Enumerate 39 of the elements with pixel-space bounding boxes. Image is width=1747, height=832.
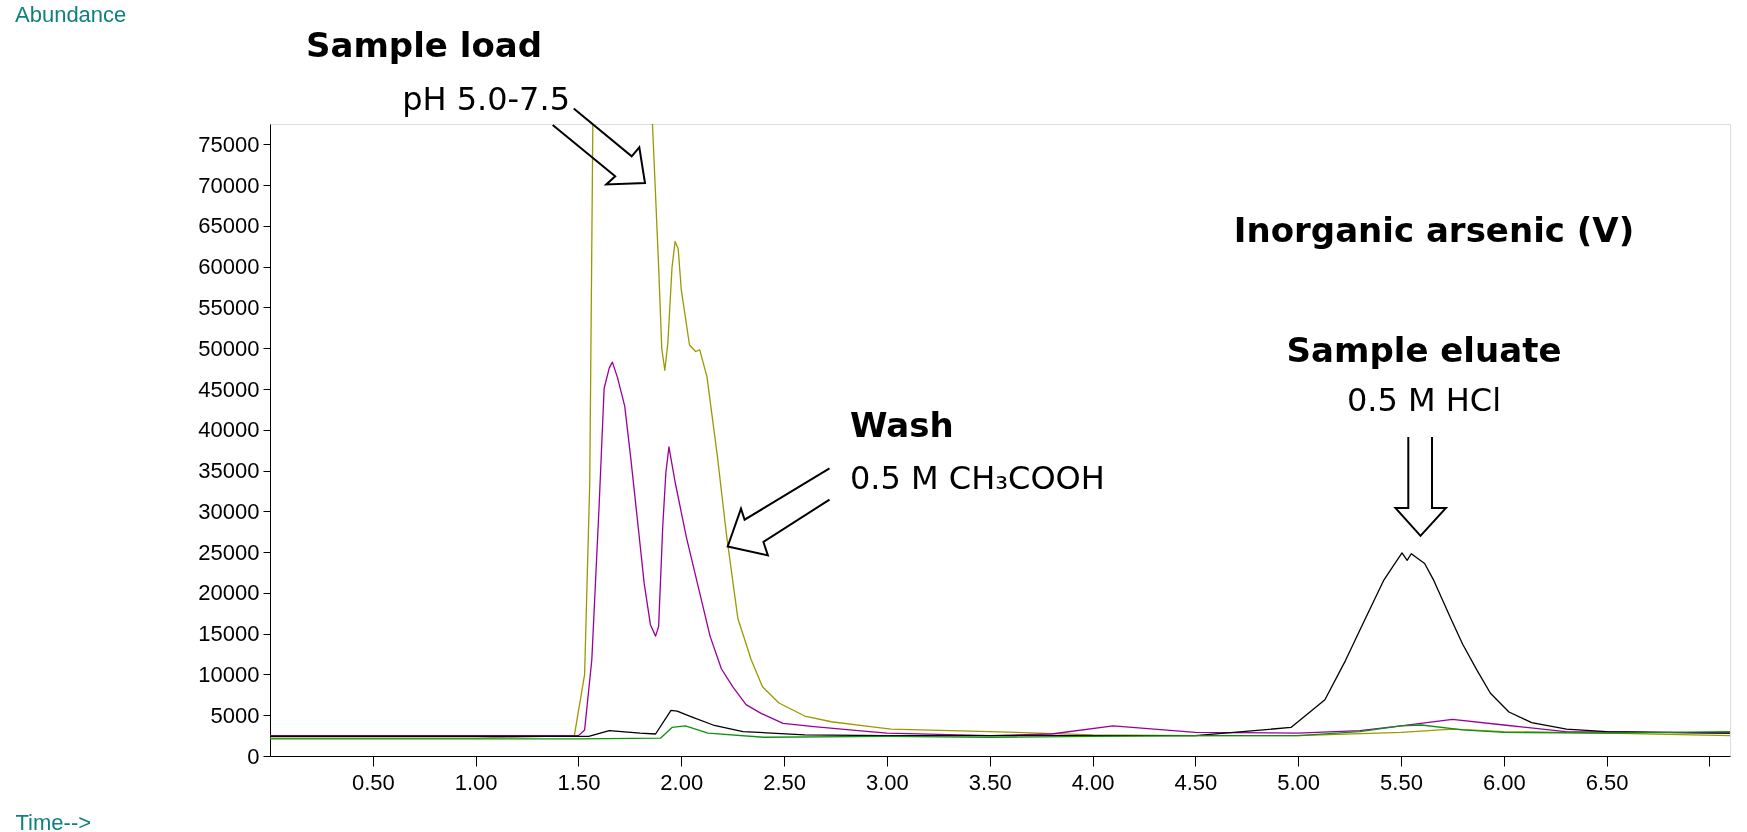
x-tick-label: 4.00 [1071,769,1115,795]
x-tick-label: 1.00 [454,769,498,795]
y-tick-label: 25000 [198,539,260,565]
y-tick-label: 55000 [198,294,260,320]
text: Abundance [15,2,127,27]
y-tick-label: 70000 [198,172,260,198]
annotation: 0.5 M CH₃COOH [850,459,1105,497]
line-series [270,724,1730,740]
y-tick-label: 20000 [198,580,260,606]
x-tick-label: 5.50 [1380,769,1423,795]
y-tick-label: 5000 [210,702,260,728]
y-tick-label: 30000 [198,498,260,524]
y-tick-label: 10000 [198,661,260,687]
annotation: Wash [850,405,954,445]
y-tick-label: 45000 [198,376,260,402]
y-tick-label: 50000 [198,335,260,361]
x-tick-label: 4.50 [1174,769,1218,795]
x-tick-label: 2.00 [660,769,704,795]
x-tick-label: 3.50 [968,769,1012,795]
y-tick-label: 60000 [198,254,260,280]
x-tick-label: 3.00 [865,769,909,795]
annotation: 0.5 M HCl [1346,381,1502,419]
x-tick-label: 6.50 [1585,769,1629,795]
y-tick-label: 40000 [198,417,260,443]
y-tick-label: 65000 [198,213,260,239]
text: Sample load [305,25,543,65]
x-axis-title: Time--> [15,809,92,832]
x-tick-label: 5.00 [1277,769,1321,795]
text: pH 5.0-7.5 [402,80,570,118]
y-tick-label: 15000 [198,621,260,647]
x-tick-label: 0.50 [351,769,395,795]
x-tick-label: 6.00 [1482,769,1526,795]
annotation: Sample eluate [1286,330,1562,370]
x-tick-label: 1.50 [557,769,601,795]
annotation: Inorganic arsenic (V) [1233,210,1635,250]
y-tick-label: 0 [247,743,260,769]
y-tick-label: 75000 [198,131,260,157]
y-tick-label: 35000 [198,458,260,484]
x-tick-label: 2.50 [763,769,806,795]
